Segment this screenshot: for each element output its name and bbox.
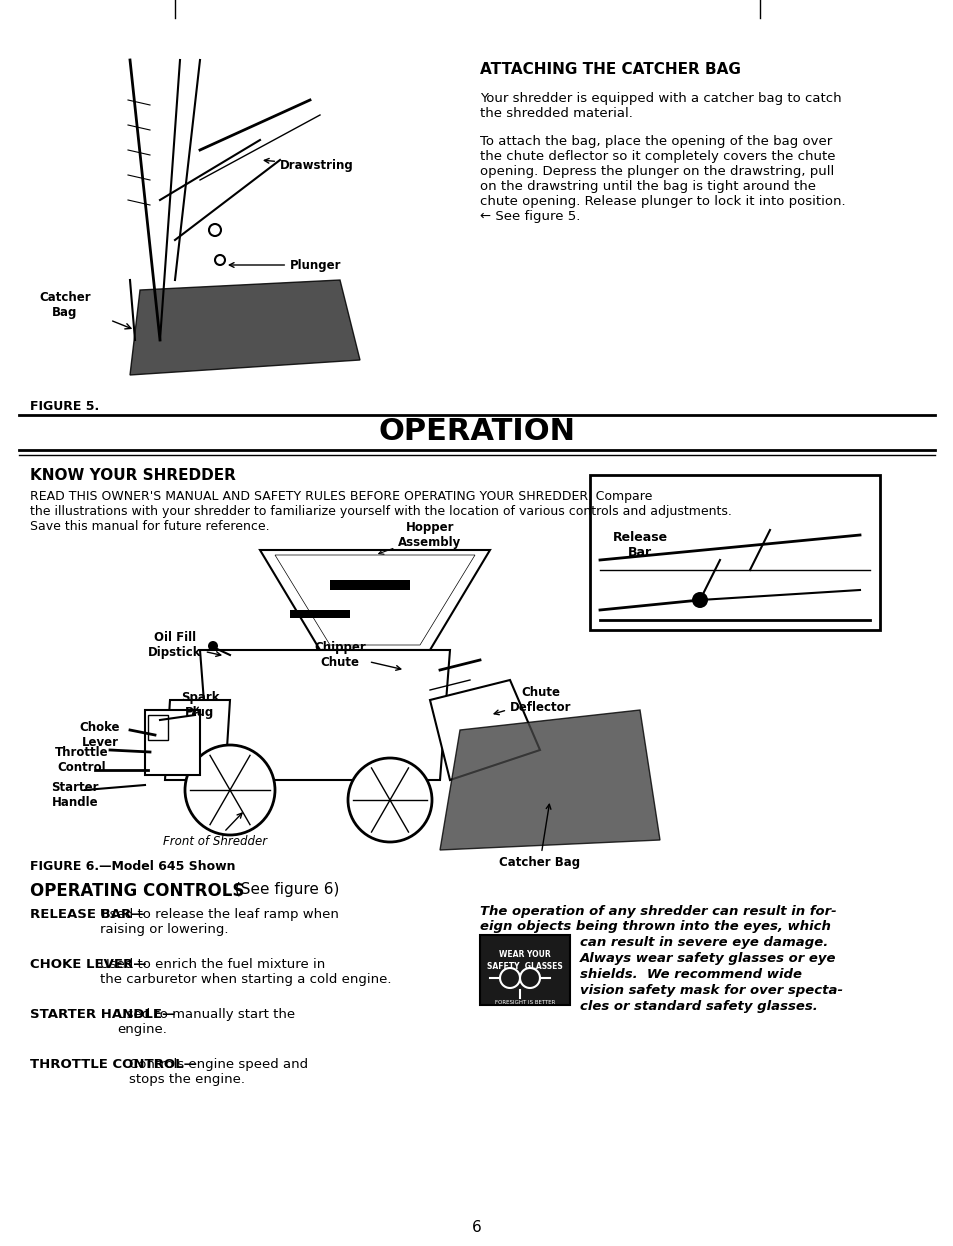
Text: can result in severe eye damage.: can result in severe eye damage. (579, 936, 827, 949)
Text: RELEASE BAR—: RELEASE BAR— (30, 908, 145, 921)
Text: Chute
Deflector: Chute Deflector (494, 687, 571, 715)
Bar (148, 715, 168, 740)
Text: vision safety mask for over specta-: vision safety mask for over specta- (579, 984, 842, 997)
Circle shape (185, 745, 274, 835)
Text: The operation of any shredder can result in for-: The operation of any shredder can result… (479, 905, 836, 918)
Bar (479, 934, 569, 1006)
Polygon shape (200, 650, 450, 780)
Text: Chipper
Chute: Chipper Chute (314, 640, 400, 670)
Bar (290, 611, 350, 618)
Polygon shape (165, 700, 230, 780)
Text: Used to release the leaf ramp when
raising or lowering.: Used to release the leaf ramp when raisi… (99, 908, 338, 936)
Text: SAFETY  GLASSES: SAFETY GLASSES (487, 962, 562, 971)
Circle shape (691, 592, 707, 608)
Text: KNOW YOUR SHREDDER: KNOW YOUR SHREDDER (30, 468, 235, 483)
Text: WEAR YOUR: WEAR YOUR (498, 949, 550, 959)
Text: Your shredder is equipped with a catcher bag to catch
the shredded material.: Your shredder is equipped with a catcher… (479, 92, 841, 120)
Text: Throttle
Control: Throttle Control (55, 746, 109, 774)
Text: STARTER HANDLE—: STARTER HANDLE— (30, 1008, 175, 1020)
Text: Plunger: Plunger (229, 258, 341, 272)
Text: Starter
Handle: Starter Handle (51, 781, 99, 809)
Text: Drawstring: Drawstring (264, 158, 354, 172)
Text: FIGURE 5.: FIGURE 5. (30, 400, 99, 412)
Polygon shape (130, 280, 359, 375)
Text: 6: 6 (472, 1220, 481, 1235)
Polygon shape (145, 710, 200, 775)
Text: READ THIS OWNER'S MANUAL AND SAFETY RULES BEFORE OPERATING YOUR SHREDDER. Compar: READ THIS OWNER'S MANUAL AND SAFETY RULE… (30, 490, 731, 533)
Text: Front of Shredder: Front of Shredder (163, 814, 267, 849)
Text: FORESIGHT IS BETTER: FORESIGHT IS BETTER (495, 1001, 555, 1006)
Text: Always wear safety glasses or eye: Always wear safety glasses or eye (579, 952, 836, 964)
Text: Used to enrich the fuel mixture in
the carburetor when starting a cold engine.: Used to enrich the fuel mixture in the c… (99, 958, 391, 986)
Text: Hopper
Assembly: Hopper Assembly (378, 521, 461, 554)
Bar (330, 579, 410, 591)
Circle shape (208, 640, 218, 650)
Polygon shape (439, 710, 659, 850)
Text: Catcher Bag: Catcher Bag (499, 804, 580, 868)
Text: ATTACHING THE CATCHER BAG: ATTACHING THE CATCHER BAG (479, 62, 740, 77)
Polygon shape (430, 680, 539, 780)
Text: To attach the bag, place the opening of the bag over
the chute deflector so it c: To attach the bag, place the opening of … (479, 135, 844, 223)
Text: Controls engine speed and
stops the engine.: Controls engine speed and stops the engi… (129, 1058, 308, 1087)
Text: OPERATION: OPERATION (378, 417, 575, 446)
Text: Choke
Lever: Choke Lever (80, 721, 120, 749)
Bar (589, 475, 879, 630)
Circle shape (348, 758, 432, 842)
Text: OPERATING CONTROLS: OPERATING CONTROLS (30, 882, 244, 900)
Text: Oil Fill
Dipstick: Oil Fill Dipstick (148, 630, 220, 659)
Text: eign objects being thrown into the eyes, which: eign objects being thrown into the eyes,… (479, 920, 830, 933)
Text: CHOKE LEVER—: CHOKE LEVER— (30, 958, 147, 971)
Text: Release
Bar: Release Bar (612, 531, 667, 559)
Text: Used to manually start the
engine.: Used to manually start the engine. (117, 1008, 294, 1035)
Text: THROTTLE CONTROL—: THROTTLE CONTROL— (30, 1058, 196, 1072)
Text: (See figure 6): (See figure 6) (230, 882, 339, 897)
Text: Catcher
Bag: Catcher Bag (39, 292, 91, 319)
Text: cles or standard safety glasses.: cles or standard safety glasses. (579, 1001, 817, 1013)
Text: shields.  We recommend wide: shields. We recommend wide (579, 968, 801, 981)
Polygon shape (260, 549, 490, 650)
Text: FIGURE 6.—Model 645 Shown: FIGURE 6.—Model 645 Shown (30, 860, 235, 873)
Text: THAN NO SIGHT: THAN NO SIGHT (502, 1007, 546, 1012)
Text: Spark
Plug: Spark Plug (180, 692, 219, 719)
